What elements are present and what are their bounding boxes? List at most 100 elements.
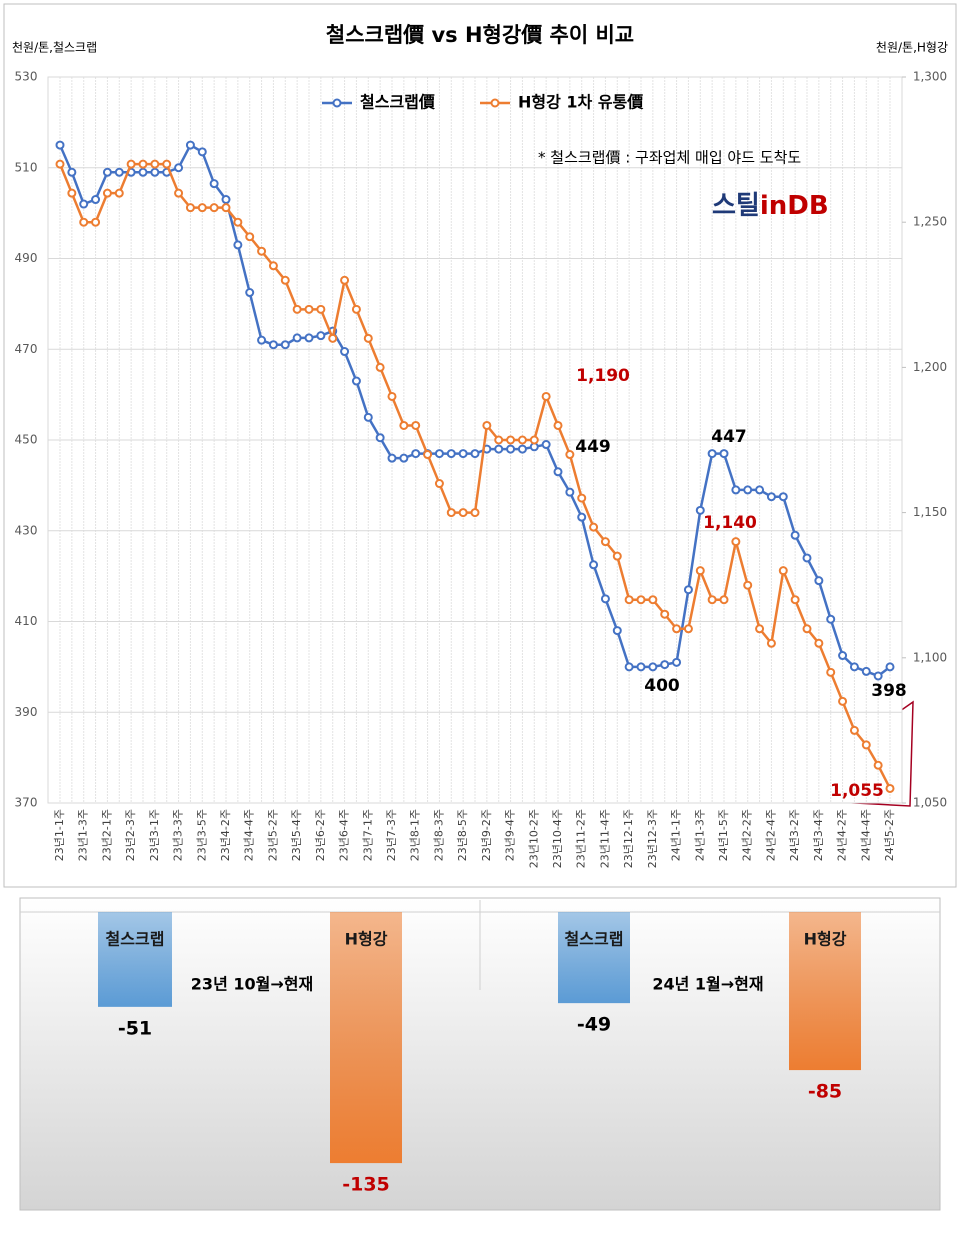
point [411,420,421,430]
point [257,246,267,256]
bar-category-label: H형강 [345,930,388,949]
x-tick-label: 23년10-4주 [551,809,564,868]
point [340,347,350,357]
point [755,624,765,634]
note: * 철스크랩價 : 구좌업체 매입 야드 도착도 [538,149,801,167]
point [328,333,338,343]
bar-value-label: -135 [342,1174,390,1196]
point [67,167,77,177]
legend-label: 철스크랩價 [360,93,436,112]
point [185,140,195,150]
x-tick-label: 23년1-3주 [77,809,90,861]
annotation: 398 [871,681,907,701]
annotation: 400 [644,676,680,696]
x-tick-label: 24년4-2주 [836,809,849,861]
point [719,595,729,605]
point [600,594,610,604]
x-tick-label: 23년4-4주 [243,809,256,861]
point [197,147,207,157]
x-tick-label: 23년3-3주 [172,809,185,861]
point [719,449,729,459]
point [553,467,563,477]
point [67,188,77,198]
point [304,333,314,343]
bar-category-label: H형강 [804,930,847,949]
point [849,662,859,672]
point [399,420,409,430]
point [743,485,753,495]
x-tick-label: 23년12-3주 [646,809,659,868]
point [387,453,397,463]
point [541,440,551,450]
point [423,450,433,460]
point [316,331,326,341]
point [221,195,231,205]
point [778,566,788,576]
point [387,391,397,401]
point [849,725,859,735]
bar [98,912,172,1007]
point [470,508,480,518]
point [150,159,160,169]
point [245,288,255,298]
point [861,666,871,676]
x-tick-label: 24년2-2주 [741,809,754,861]
point [766,638,776,648]
point [126,159,136,169]
annotation: 1,055 [830,781,884,801]
point [565,450,575,460]
point [517,435,527,445]
x-tick-label: 23년9-2주 [480,809,493,861]
point [446,508,456,518]
legend-label: H형강 1차 유통價 [518,93,644,112]
point [755,485,765,495]
point [411,449,421,459]
point [114,188,124,198]
point [102,167,112,177]
y-tick-label: 530 [15,70,38,84]
point [660,609,670,619]
point [885,783,895,793]
point [636,595,646,605]
x-tick-label: 23년11-4주 [598,809,611,868]
point [102,188,112,198]
point [280,340,290,350]
y-tick-label: 370 [15,796,38,810]
point [458,508,468,518]
point [174,163,184,173]
x-tick-label: 23년4-2주 [219,809,232,861]
point [683,624,693,634]
point [826,667,836,677]
annotation: 449 [575,437,611,457]
point [565,487,575,497]
point [446,449,456,459]
point [790,530,800,540]
annotation: 1,140 [703,513,757,533]
point [79,217,89,227]
x-tick-label: 23년6-2주 [314,809,327,861]
point [506,444,516,454]
point [707,449,717,459]
point [589,560,599,570]
y2-tick-label: 1,200 [913,360,947,374]
point [838,651,848,661]
point [838,696,848,706]
y-tick-label: 510 [15,160,38,174]
point [494,435,504,445]
x-tick-label: 23년5-4주 [290,809,303,861]
point [351,376,361,386]
point [790,595,800,605]
point [826,614,836,624]
point [375,433,385,443]
x-tick-label: 23년6-4주 [338,809,351,861]
y2-tick-label: 1,150 [913,505,947,519]
point [672,657,682,667]
point [672,624,682,634]
x-tick-label: 23년12-1주 [622,809,635,868]
point [660,660,670,670]
y-tick-label: 390 [15,705,38,719]
point [280,275,290,285]
logo-part: DB [787,191,828,221]
point [79,199,89,209]
